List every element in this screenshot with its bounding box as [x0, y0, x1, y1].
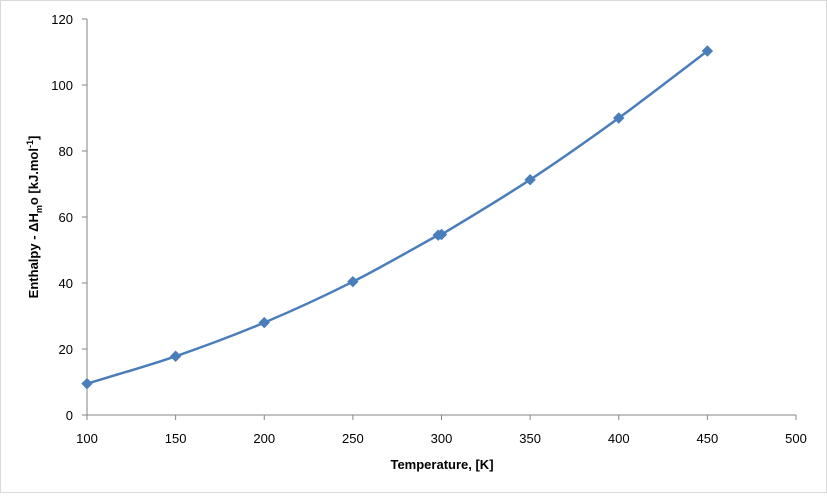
y-axis-ticks: 0 20 40 60 80 100 120 — [51, 12, 87, 423]
y-tick-label: 0 — [66, 408, 73, 423]
x-tick-label: 350 — [519, 431, 541, 446]
x-tick-label: 200 — [253, 431, 275, 446]
x-axis-ticks: 100 150 200 250 300 350 400 450 500 — [76, 415, 807, 446]
x-tick-label: 150 — [165, 431, 187, 446]
axes — [86, 19, 796, 416]
y-tick-label: 120 — [51, 12, 73, 27]
x-tick-label: 300 — [431, 431, 453, 446]
data-point — [81, 377, 93, 390]
y-tick-label: 60 — [59, 210, 73, 225]
y-axis-title: Enthalpy - ΔHmo [kJ.mol-1] — [25, 136, 44, 299]
x-tick-label: 100 — [76, 431, 98, 446]
x-tick-label: 250 — [342, 431, 364, 446]
data-point — [258, 316, 270, 329]
series-layer — [81, 45, 714, 390]
series-line — [86, 50, 709, 385]
y-tick-label: 40 — [59, 276, 73, 291]
y-tick-label: 100 — [51, 78, 73, 93]
data-point — [435, 228, 448, 241]
data-point — [613, 112, 625, 124]
x-tick-label: 500 — [785, 431, 807, 446]
x-tick-label: 450 — [697, 431, 719, 446]
x-tick-label: 400 — [608, 431, 630, 446]
data-point — [347, 275, 359, 288]
x-axis-title: Temperature, [K] — [390, 457, 493, 472]
data-point — [169, 350, 182, 362]
y-tick-label: 20 — [59, 342, 73, 357]
data-point — [524, 174, 536, 186]
data-point — [701, 45, 714, 57]
y-tick-label: 80 — [59, 144, 73, 159]
